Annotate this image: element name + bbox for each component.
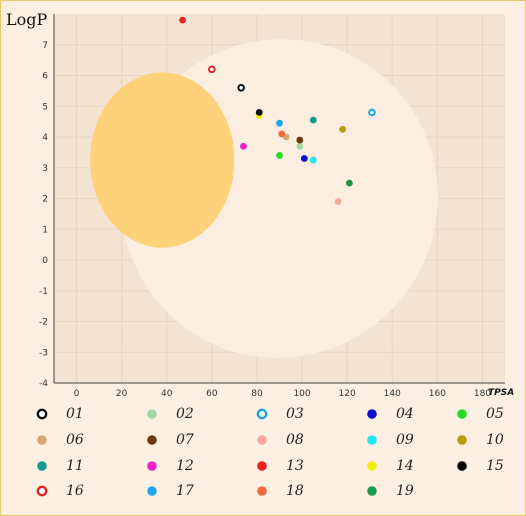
legend-label-02: 02: [176, 406, 194, 422]
y-axis-label: LogP: [6, 10, 48, 29]
data-point-11: [309, 116, 317, 124]
legend-label-01: 01: [66, 406, 84, 422]
region-yolk: [90, 72, 235, 248]
legend-marker-04: [367, 409, 377, 419]
legend-marker-05: [457, 409, 467, 419]
legend-marker-15: [457, 461, 467, 471]
legend-label-08: 08: [286, 432, 304, 448]
legend-label-19: 19: [396, 483, 414, 499]
legend-marker-19: [367, 486, 377, 496]
legend-label-12: 12: [176, 458, 194, 474]
legend-label-11: 11: [66, 458, 84, 474]
data-point-16: [208, 65, 216, 74]
y-tick-label: 4: [42, 133, 48, 143]
x-tick-label: 60: [206, 389, 218, 399]
y-tick-label: 0: [42, 256, 48, 266]
data-point-05: [276, 152, 283, 159]
y-tick-label: 6: [42, 72, 48, 82]
legend-marker-10: [457, 435, 467, 445]
legend-marker-02: [147, 409, 157, 419]
data-point-08: [334, 198, 342, 205]
legend-marker-08: [257, 435, 267, 445]
legend-label-03: 03: [286, 406, 304, 422]
legend-label-18: 18: [286, 483, 304, 499]
legend-label-17: 17: [176, 483, 194, 499]
legend-label-06: 06: [66, 432, 84, 448]
legend-marker-06: [37, 435, 47, 445]
y-tick-label: -4: [39, 379, 48, 389]
x-tick-label: 40: [161, 389, 173, 399]
legend-label-15: 15: [486, 458, 504, 474]
y-tick-label: -2: [39, 318, 48, 328]
legend-marker-03: [256, 408, 268, 420]
y-tick-label: -3: [39, 348, 48, 358]
data-point-13: [179, 16, 186, 24]
x-tick-label: 0: [74, 389, 80, 399]
plot-area: [54, 14, 505, 384]
legend-marker-07: [147, 435, 157, 445]
legend-label-14: 14: [396, 458, 414, 474]
data-point-01: [237, 84, 245, 92]
data-point-15: [255, 109, 263, 116]
legend-marker-11: [37, 461, 47, 471]
y-tick-label: 5: [42, 102, 48, 112]
y-tick-label: 3: [42, 164, 48, 174]
legend-marker-14: [367, 461, 377, 471]
x-axis-label: TPSA: [488, 388, 514, 398]
legend-marker-13: [257, 461, 267, 471]
legend-marker-16: [36, 485, 48, 497]
data-point-12: [240, 142, 247, 150]
legend-label-04: 04: [396, 406, 414, 422]
data-point-17: [276, 119, 283, 127]
data-points: [179, 16, 376, 205]
legend-marker-09: [367, 435, 377, 445]
x-tick-label: 120: [339, 389, 356, 399]
x-tick-label: 180: [474, 389, 491, 399]
y-tick-label: -1: [39, 287, 48, 297]
legend-label-07: 07: [176, 432, 194, 448]
legend-label-10: 10: [486, 432, 504, 448]
data-point-09: [309, 156, 317, 164]
x-tick-label: 80: [251, 389, 263, 399]
legend-marker-12: [147, 461, 157, 471]
data-point-02: [296, 142, 304, 150]
x-tick-label: 20: [116, 389, 128, 399]
y-tick-label: 2: [42, 195, 48, 205]
y-tick-label: 7: [42, 41, 48, 51]
legend: 01 02 03 04 05 06 07 08 09 10 11 12 13 14 15 16 17 18 19: [36, 406, 504, 499]
legend-marker-01: [36, 408, 48, 420]
legend-label-05: 05: [486, 406, 504, 422]
legend-marker-18: [257, 486, 267, 496]
legend-marker-17: [147, 486, 157, 496]
data-point-18: [278, 130, 286, 138]
legend-label-13: 13: [286, 458, 304, 474]
data-point-10: [339, 125, 347, 133]
axes: LogP TPSA 0 20 40 60 80 100 120 140 160 180-4-3-2…: [6, 10, 514, 399]
data-point-19: [346, 179, 353, 187]
legend-label-16: 16: [66, 483, 84, 499]
data-point-07: [296, 136, 304, 144]
legend-label-09: 09: [396, 432, 414, 448]
x-tick-label: 100: [293, 389, 310, 399]
data-point-04: [300, 155, 308, 162]
y-tick-label: 1: [42, 225, 48, 235]
data-point-03: [368, 108, 376, 117]
x-tick-label: 140: [384, 389, 401, 399]
x-tick-label: 160: [429, 389, 446, 399]
